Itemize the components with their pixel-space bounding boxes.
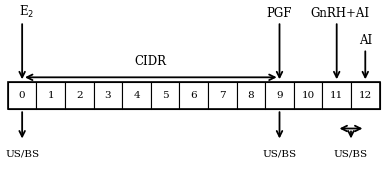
Text: 12: 12 [359,91,372,100]
Text: PGF: PGF [267,7,292,20]
Bar [322,82,351,109]
Bar [294,82,322,109]
Text: 0: 0 [19,91,25,100]
Text: US/BS: US/BS [262,149,296,158]
Text: AI: AI [359,34,372,47]
Text: 10: 10 [301,91,315,100]
Text: US/BS: US/BS [334,149,368,158]
Text: 8: 8 [247,91,254,100]
Bar [265,82,294,109]
Bar [351,82,379,109]
Text: 2: 2 [76,91,83,100]
Text: 11: 11 [330,91,343,100]
Text: 1: 1 [47,91,54,100]
Text: 9: 9 [276,91,283,100]
Bar [8,82,379,109]
Text: 3: 3 [105,91,111,100]
Bar [65,82,94,109]
Bar [8,82,36,109]
Text: 5: 5 [162,91,168,100]
Text: CIDR: CIDR [135,55,167,68]
Bar [151,82,179,109]
Text: E$_2$: E$_2$ [19,4,34,20]
Bar [94,82,122,109]
Bar [179,82,208,109]
Text: GnRH+AI: GnRH+AI [310,7,369,20]
Bar [36,82,65,109]
Text: 6: 6 [190,91,197,100]
Text: 7: 7 [219,91,226,100]
Bar [208,82,237,109]
Bar [122,82,151,109]
Text: US/BS: US/BS [5,149,39,158]
Text: 4: 4 [133,91,140,100]
Bar [237,82,265,109]
